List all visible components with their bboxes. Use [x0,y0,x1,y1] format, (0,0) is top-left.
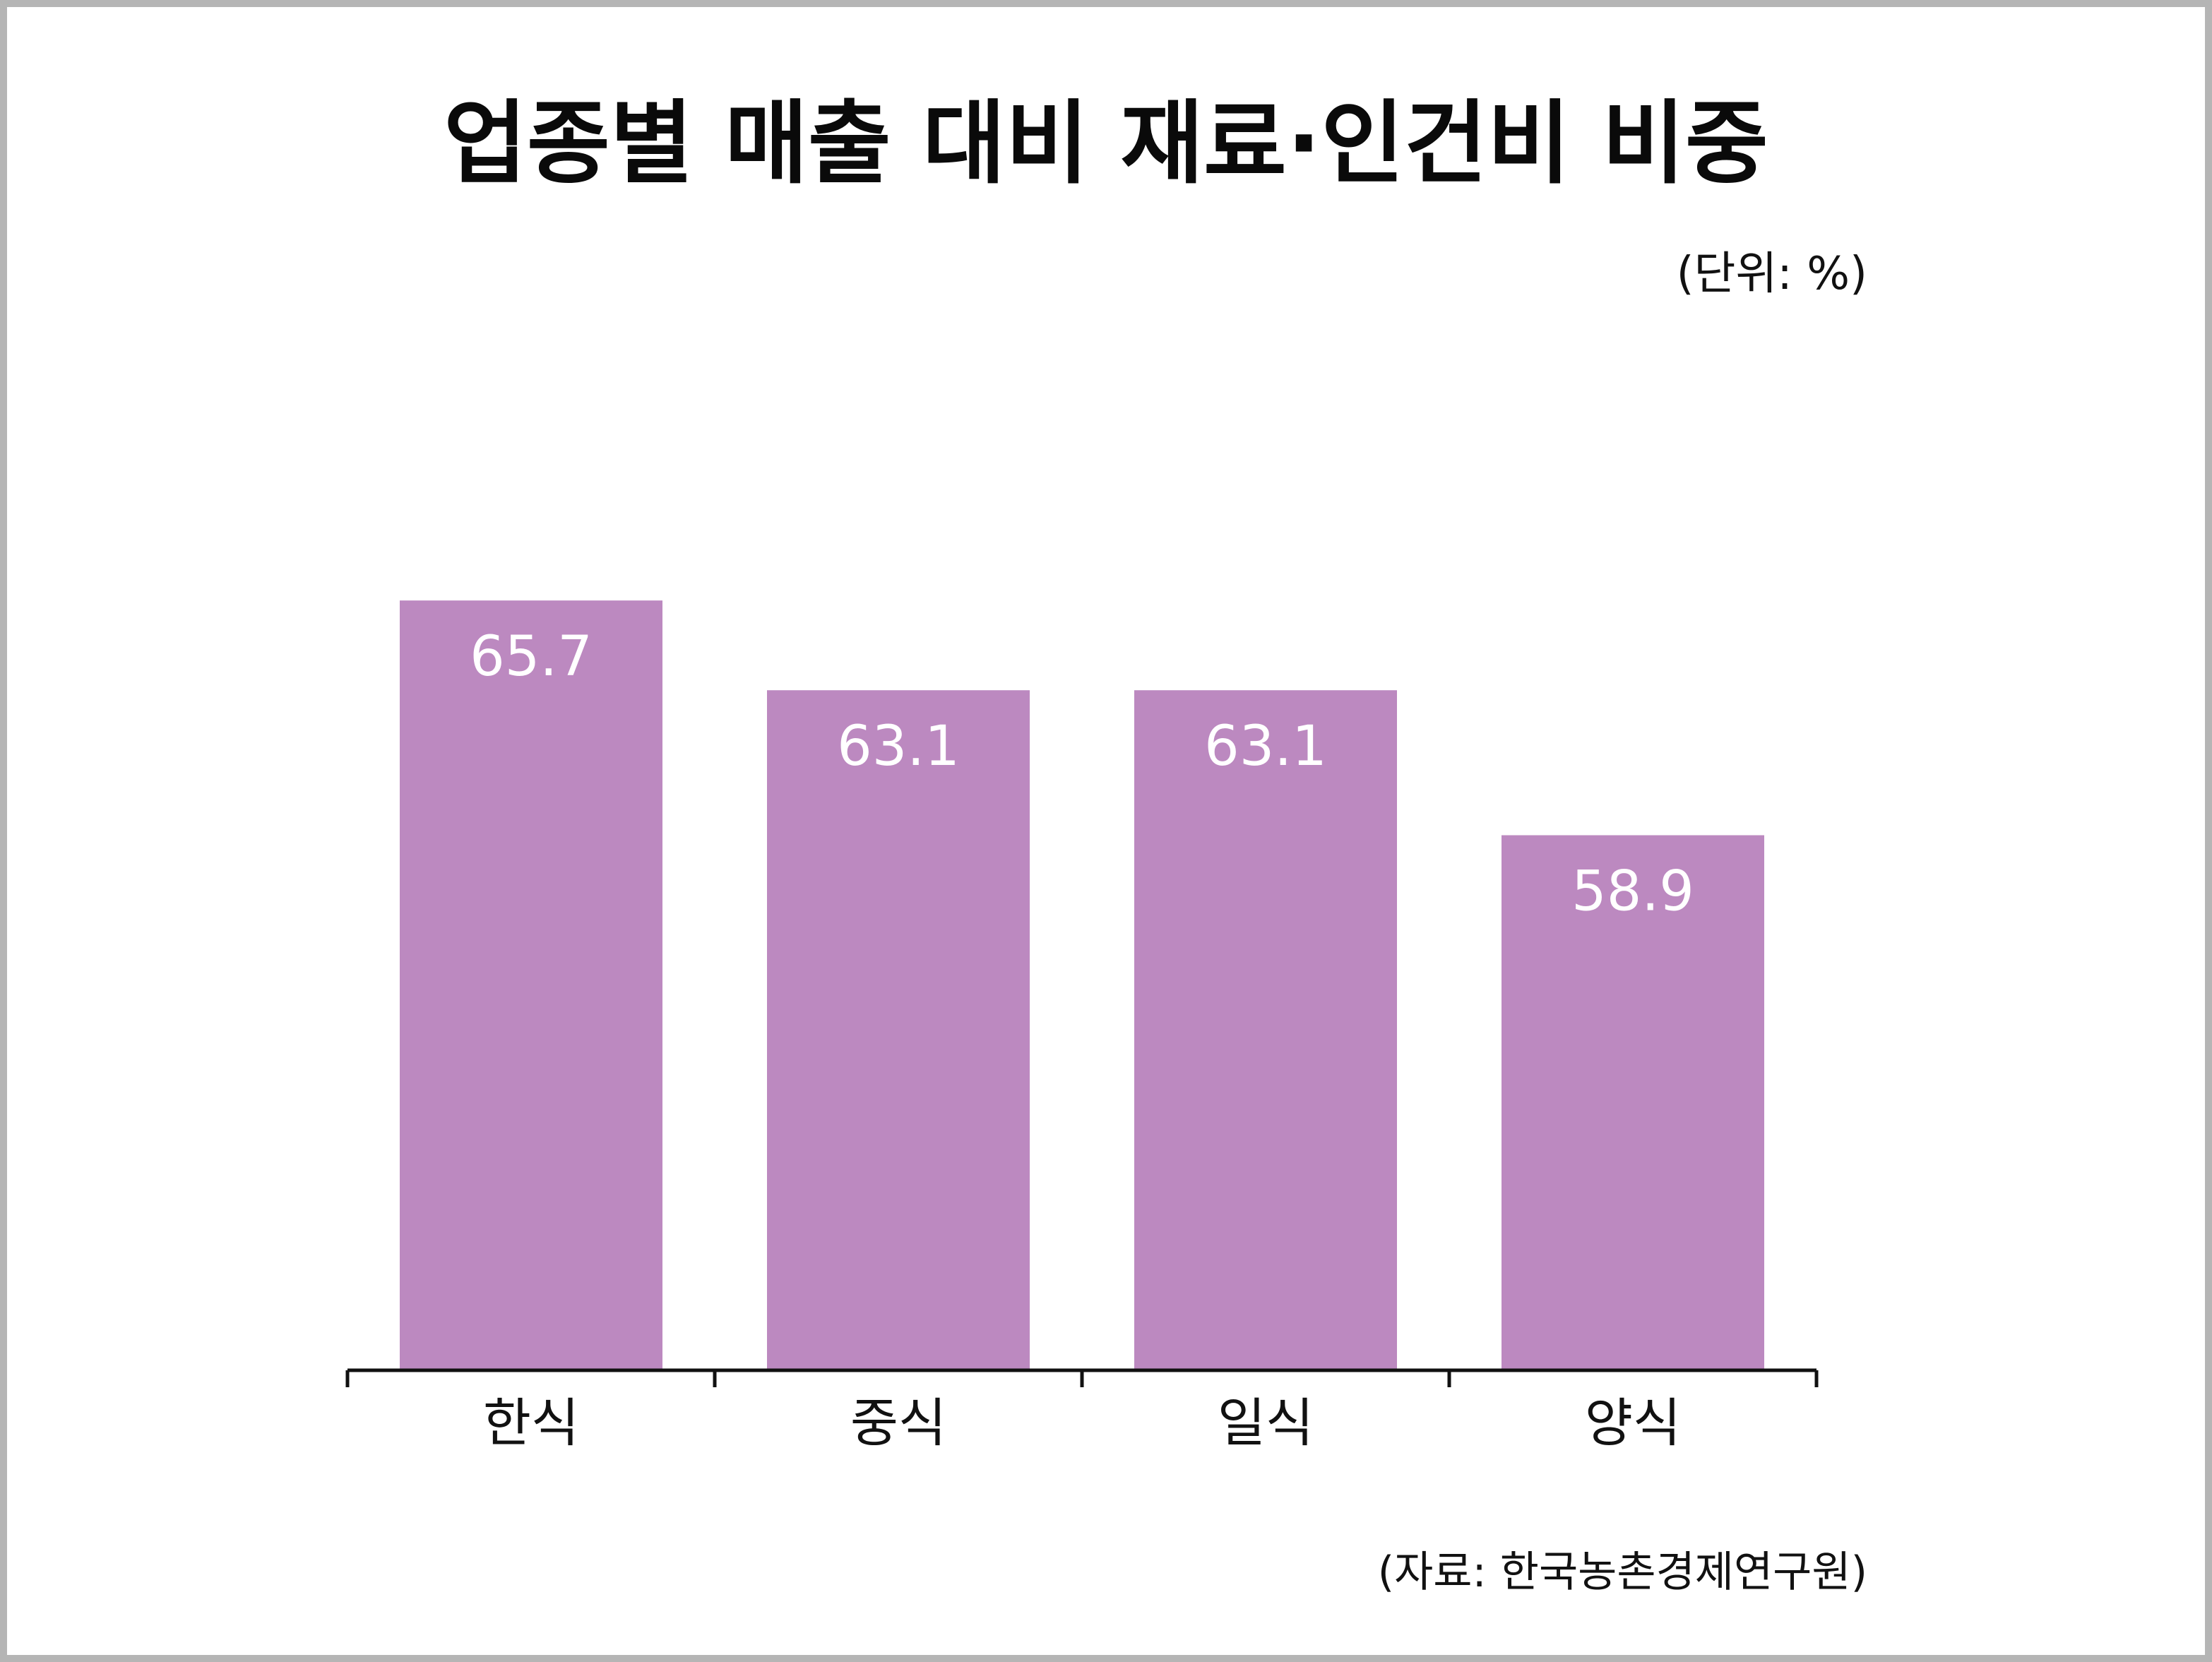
bar-4 [1502,835,1764,1370]
value-label: 58.9 [1571,860,1694,923]
category-label: 일식 [1218,1393,1314,1454]
bar-3 [1134,690,1397,1370]
source-note: (자료: 한국농촌경제연구원) [1377,1548,1867,1597]
category-label: 양식 [1585,1393,1681,1454]
category-label: 중식 [850,1393,946,1454]
value-label: 63.1 [837,715,960,778]
bars-group [400,600,1764,1370]
bar-1 [400,600,662,1370]
chart-title: 업종별 매출 대비 재료·인건비 비중 [444,91,1768,196]
labels-group: 65.7 한식 63.1 중식 63.1 일식 58.9 양식 [470,625,1694,1454]
value-label: 65.7 [470,625,593,689]
bar-2 [767,690,1030,1370]
x-axis [345,1368,1819,1387]
unit-note: (단위: %) [1676,248,1867,300]
category-label: 한식 [483,1393,579,1454]
value-label: 63.1 [1204,715,1327,778]
